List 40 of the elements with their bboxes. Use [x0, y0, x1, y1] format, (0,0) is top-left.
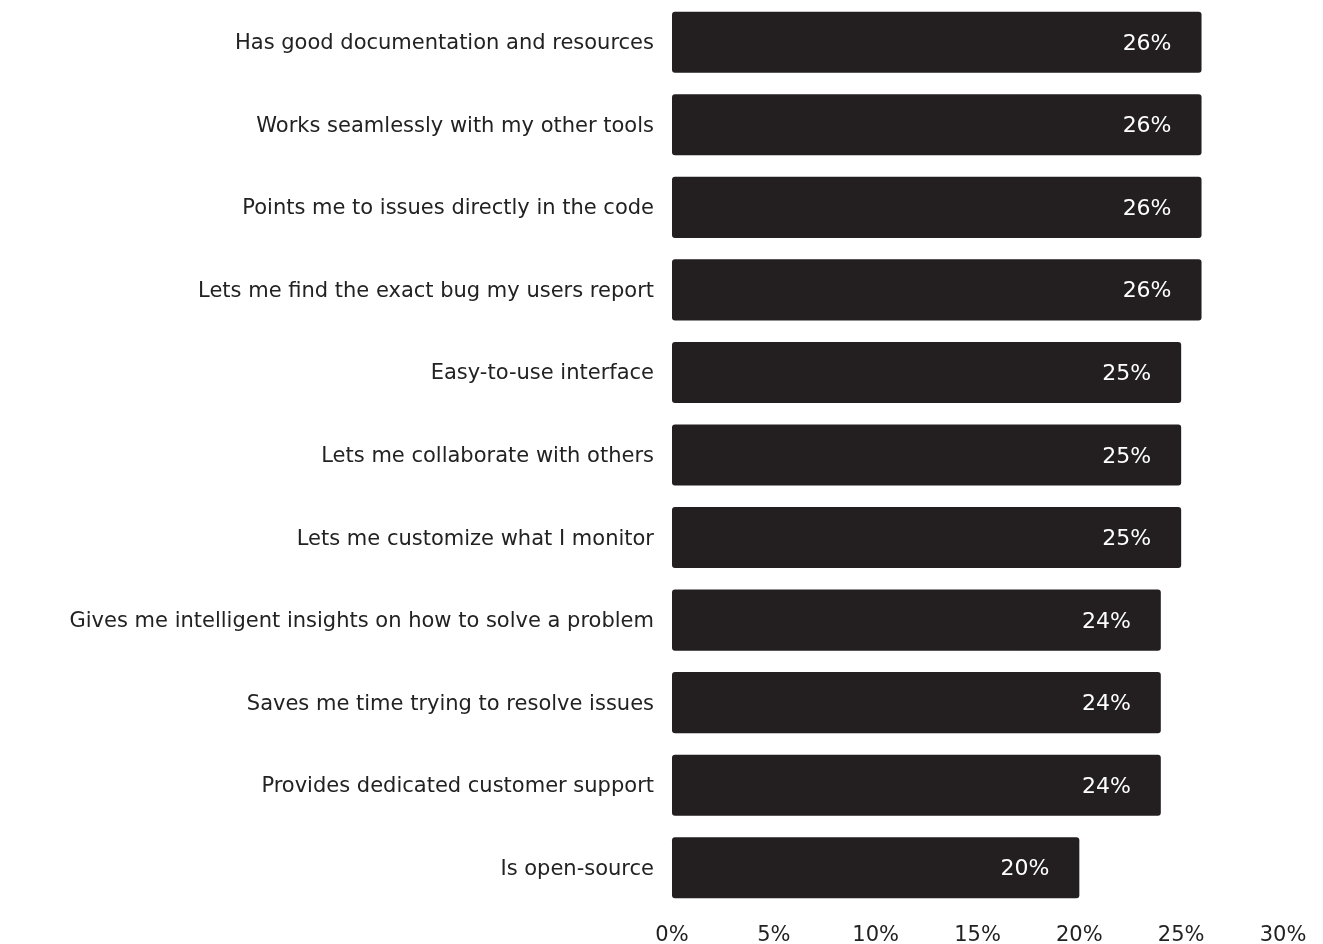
data-label: 25% [1102, 525, 1152, 551]
bar [672, 259, 1202, 321]
y-tick-label: Is open-source [500, 855, 654, 880]
data-label: 20% [1000, 855, 1050, 881]
y-tick-label: Gives me intelligent insights on how to solve a problem [69, 608, 654, 633]
x-tick-label: 0% [655, 921, 689, 944]
data-label: 24% [1081, 772, 1131, 798]
data-label: 25% [1102, 442, 1152, 468]
data-label: 26% [1122, 277, 1172, 303]
data-label: 26% [1122, 29, 1172, 55]
x-tick-label: 15% [954, 921, 1001, 944]
data-label: 25% [1102, 359, 1152, 385]
data-label: 24% [1081, 690, 1131, 716]
data-label: 24% [1081, 607, 1131, 633]
bar [672, 94, 1202, 156]
y-tick-label: Provides dedicated customer support [261, 773, 654, 798]
y-tick-label: Easy-to-use interface [430, 360, 654, 385]
y-tick-label: Lets me collaborate with others [321, 443, 654, 467]
y-tick-label: Works seamlessly with my other tools [256, 112, 654, 137]
x-tick-label: 5% [757, 921, 791, 944]
x-tick-label: 20% [1055, 921, 1103, 944]
x-tick-label: 10% [852, 921, 900, 944]
bar [672, 341, 1182, 403]
x-tick-label: 25% [1157, 921, 1205, 944]
y-tick-label: Lets me find the exact bug my users report [198, 277, 654, 302]
bar [672, 424, 1182, 486]
bar [672, 837, 1080, 899]
bar [672, 589, 1161, 651]
y-tick-label: Saves me time trying to resolve issues [246, 690, 654, 715]
y-tick-label: Lets me customize what I monitor [296, 525, 655, 550]
bar [672, 672, 1161, 734]
data-label: 26% [1122, 194, 1172, 220]
bar [672, 11, 1202, 73]
bar [672, 754, 1161, 816]
bar [672, 507, 1182, 569]
y-tick-label: Points me to issues directly in the code [242, 195, 654, 220]
bar [672, 176, 1202, 238]
y-tick-label: Has good documentation and resources [235, 30, 654, 55]
x-tick-label: 30% [1259, 921, 1307, 944]
data-label: 26% [1122, 112, 1172, 138]
